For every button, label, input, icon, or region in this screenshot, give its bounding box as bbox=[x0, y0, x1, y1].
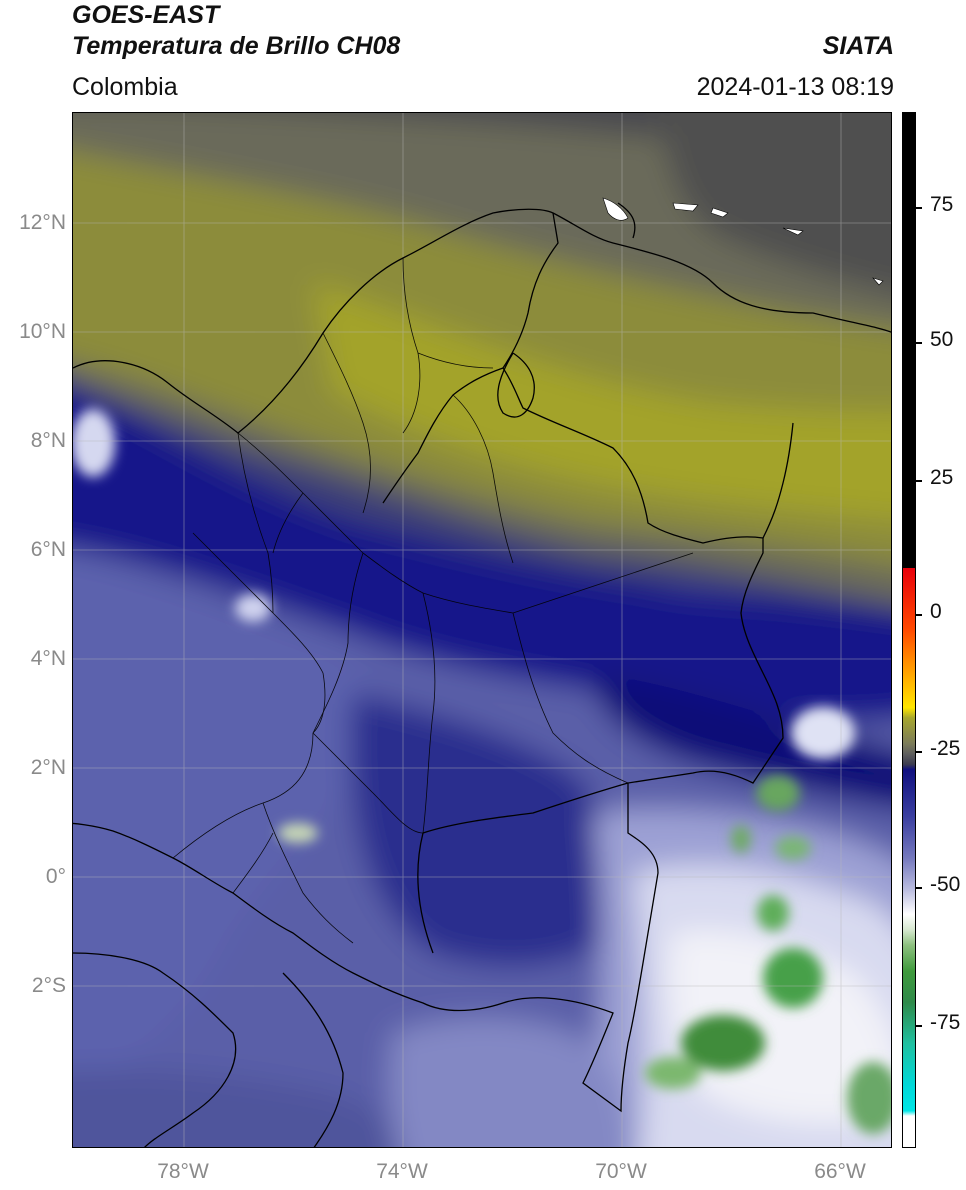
country-borders bbox=[73, 202, 891, 1147]
cbar-tick-50: 50 bbox=[930, 328, 954, 351]
lat-label-2n: 2°N bbox=[30, 756, 66, 779]
lat-label-12n: 12°N bbox=[19, 211, 66, 234]
cbar-tick-mark-neg75 bbox=[916, 1025, 922, 1027]
cbar-tick-mark-neg50 bbox=[916, 887, 922, 889]
cbar-tick-mark-25 bbox=[916, 480, 922, 482]
map-panel bbox=[72, 112, 892, 1148]
cbar-tick-mark-0 bbox=[916, 614, 922, 616]
islands bbox=[602, 197, 884, 286]
cbar-tick-neg25: -25 bbox=[930, 737, 961, 760]
lat-label-10n: 10°N bbox=[19, 320, 66, 343]
title-satellite: GOES-EAST bbox=[72, 1, 220, 29]
lon-label-66w: 66°W bbox=[814, 1160, 866, 1183]
cbar-tick-neg75: -75 bbox=[930, 1011, 961, 1034]
brightness-temperature-field bbox=[73, 113, 891, 1147]
cbar-tick-75: 75 bbox=[930, 193, 954, 216]
cbar-tick-mark-neg25 bbox=[916, 751, 922, 753]
map-gridlines bbox=[73, 113, 891, 1147]
lat-label-2s: 2°S bbox=[31, 974, 66, 997]
lon-label-70w: 70°W bbox=[595, 1160, 647, 1183]
lat-label-4n: 4°N bbox=[30, 647, 66, 670]
lat-label-6n: 6°N bbox=[30, 538, 66, 561]
cbar-tick-25: 25 bbox=[930, 466, 954, 489]
satellite-map bbox=[73, 113, 891, 1147]
title-block: GOES-EAST Temperatura de Brillo CH08 bbox=[72, 0, 400, 62]
timestamp-label: 2024-01-13 08:19 bbox=[696, 73, 894, 101]
cbar-tick-mark-75 bbox=[916, 207, 922, 209]
cbar-tick-0: 0 bbox=[930, 600, 942, 623]
credit-label: SIATA bbox=[822, 32, 894, 60]
region-label: Colombia bbox=[72, 73, 178, 101]
lat-label-8n: 8°N bbox=[30, 429, 66, 452]
lat-label-equator: 0° bbox=[45, 865, 66, 888]
cold-cloud-tops bbox=[73, 409, 891, 1134]
title-product: Temperatura de Brillo CH08 bbox=[72, 32, 401, 60]
cbar-tick-mark-50 bbox=[916, 342, 922, 344]
lon-label-78w: 78°W bbox=[157, 1160, 209, 1183]
department-borders bbox=[172, 257, 694, 944]
cbar-tick-neg50: -50 bbox=[930, 873, 961, 896]
lon-label-74w: 74°W bbox=[376, 1160, 428, 1183]
colorbar bbox=[902, 112, 916, 1148]
